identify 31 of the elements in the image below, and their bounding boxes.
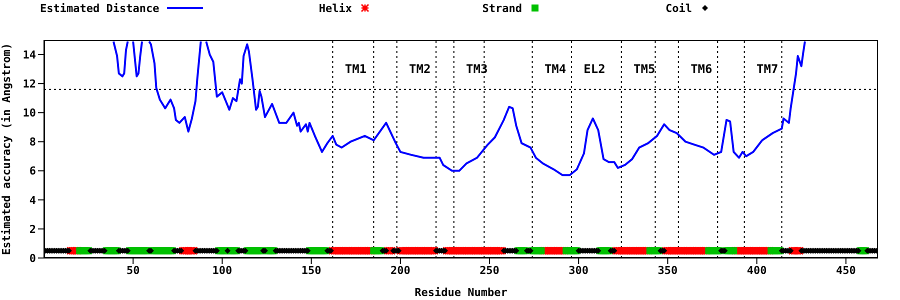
x-tick-label: 300 [568, 264, 589, 277]
legend-label: Helix [318, 2, 352, 14]
x-tick-label: 200 [390, 264, 410, 277]
ref-line-label: TM5 [634, 62, 656, 76]
x-tick-label: 400 [746, 264, 767, 277]
ref-line-label: TM2 [409, 62, 431, 76]
x-tick-label: 450 [836, 264, 856, 277]
y-tick-label: 8 [29, 136, 36, 149]
x-axis-title: Residue Number [414, 286, 508, 299]
x-tick-label: 350 [658, 264, 678, 277]
ref-line-label: TM4 [544, 62, 566, 76]
y-tick-label: 2 [29, 222, 36, 236]
y-axis-title: Estimated accuracy (in Angstrom) [0, 43, 13, 255]
y-tick-label: 4 [29, 194, 36, 207]
ref-line-label: EL2 [584, 62, 606, 76]
y-tick-label: 10 [22, 106, 36, 120]
ref-line-label: TM7 [756, 62, 778, 76]
y-tick-label: 0 [29, 252, 36, 265]
y-tick-label: 6 [29, 164, 36, 178]
ref-line-label: TM6 [690, 62, 712, 76]
legend-label: Estimated Distance [40, 2, 160, 14]
x-tick-label: 150 [301, 264, 322, 277]
ref-line-label: TM3 [466, 62, 488, 76]
x-tick-label: 50 [126, 264, 140, 277]
y-tick-label: 14 [22, 48, 36, 62]
legend-label: Strand [482, 2, 522, 14]
y-tick-label: 12 [22, 78, 36, 91]
x-tick-label: 250 [480, 264, 500, 277]
legend-label: Coil [666, 2, 692, 14]
ref-line-label: TM1 [344, 62, 367, 76]
x-tick-label: 100 [212, 264, 232, 277]
